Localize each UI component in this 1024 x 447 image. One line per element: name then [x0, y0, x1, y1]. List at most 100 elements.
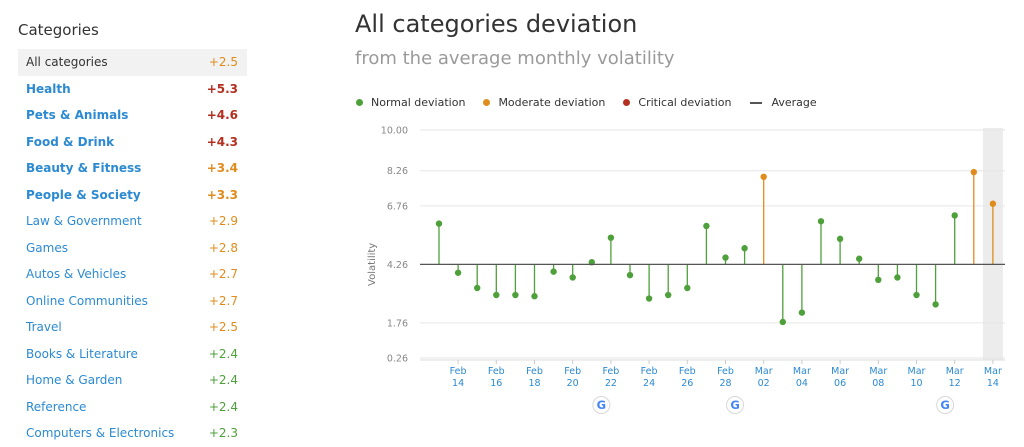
y-tick-label: 4.26 — [387, 260, 408, 271]
category-deviation-value: +2.4 — [208, 373, 238, 388]
category-item[interactable]: Pets & Animals +4.6 — [18, 102, 247, 129]
category-label: Games — [26, 240, 68, 255]
category-item[interactable]: People & Society +3.3 — [18, 182, 247, 209]
x-tick-day: 06 — [834, 378, 846, 389]
category-label: Online Communities — [26, 293, 148, 308]
page-title: All categories deviation — [355, 10, 638, 38]
category-item[interactable]: Games +2.8 — [18, 235, 247, 262]
legend-item-critical[interactable]: Critical deviation — [623, 96, 732, 109]
data-point — [817, 218, 825, 225]
data-point — [894, 274, 901, 281]
category-deviation-value: +2.4 — [208, 346, 238, 361]
category-label: Beauty & Fitness — [26, 161, 142, 176]
x-tick-month: Mar — [793, 366, 811, 377]
data-point — [703, 222, 710, 230]
y-tick-label: 10.00 — [381, 126, 408, 137]
category-label: Computers & Electronics — [26, 426, 175, 441]
category-label: People & Society — [26, 187, 141, 202]
x-tick-day: 28 — [719, 378, 731, 389]
x-tick-day: 02 — [758, 378, 770, 389]
data-point — [665, 291, 672, 299]
data-point — [741, 245, 748, 252]
data-point — [970, 168, 977, 176]
data-point — [435, 220, 443, 227]
y-tick-label: 6.76 — [387, 201, 408, 212]
category-item[interactable]: Beauty & Fitness +3.4 — [18, 155, 247, 182]
x-tick-day: 08 — [872, 378, 884, 389]
category-item[interactable]: Law & Government +2.9 — [18, 208, 247, 235]
x-tick-day: 24 — [643, 378, 655, 389]
data-point — [626, 271, 634, 279]
x-tick-month: Mar — [984, 366, 1002, 377]
category-item[interactable]: Travel +2.5 — [18, 314, 247, 341]
sidebar-title: Categories — [18, 21, 99, 39]
category-deviation-value: +3.3 — [206, 187, 238, 202]
category-item[interactable]: Reference +2.4 — [18, 394, 247, 421]
legend-dot-icon — [483, 99, 491, 106]
google-g-icon[interactable]: G — [597, 398, 606, 412]
x-tick-day: 26 — [681, 378, 693, 389]
x-tick-day: 14 — [452, 378, 464, 389]
legend-item-moderate[interactable]: Moderate deviation — [483, 96, 605, 109]
data-point — [493, 291, 500, 299]
x-tick-month: Mar — [831, 366, 849, 377]
category-deviation-value: +3.4 — [206, 161, 238, 176]
data-point — [512, 291, 519, 299]
category-deviation-value: +2.7 — [208, 267, 238, 282]
y-tick-label: 8.26 — [387, 166, 408, 177]
category-item[interactable]: Health +5.3 — [18, 76, 247, 103]
y-tick-label: 0.26 — [387, 354, 408, 365]
category-deviation-value: +5.3 — [206, 81, 238, 96]
data-point — [474, 284, 481, 292]
category-item[interactable]: All categories +2.5 — [18, 49, 247, 76]
category-label: Books & Literature — [26, 346, 138, 361]
x-tick-month: Mar — [869, 366, 887, 377]
data-point — [722, 254, 729, 261]
data-point — [856, 255, 863, 262]
legend-item-normal[interactable]: Normal deviation — [356, 96, 465, 109]
category-item[interactable]: Computers & Electronics +2.3 — [18, 420, 247, 447]
data-point — [607, 234, 615, 241]
data-point — [798, 309, 806, 316]
x-tick-day: 04 — [796, 378, 808, 389]
legend-item-average[interactable]: Average — [749, 96, 817, 109]
google-update-icon — [936, 396, 955, 414]
category-label: Autos & Vehicles — [26, 267, 127, 282]
category-list: All categories +2.5 Health +5.3 Pets & Anima… — [18, 49, 247, 447]
x-tick-day: 10 — [910, 378, 922, 389]
category-label: Home & Garden — [26, 373, 123, 388]
x-tick-month: Feb — [602, 366, 619, 377]
legend-line-icon — [749, 101, 762, 104]
category-item[interactable]: Online Communities +2.7 — [18, 288, 247, 315]
x-tick-day: 14 — [987, 378, 999, 389]
category-item[interactable]: Home & Garden +2.4 — [18, 367, 247, 394]
y-axis-label: Volatility — [367, 243, 378, 286]
data-point — [645, 295, 653, 302]
category-deviation-value: +2.8 — [208, 240, 238, 255]
data-point — [550, 268, 557, 275]
category-label: Health — [26, 81, 71, 96]
x-tick-day: 16 — [490, 378, 502, 389]
chart-legend: Normal deviation Moderate deviation Critic… — [356, 96, 835, 109]
category-item[interactable]: Autos & Vehicles +2.7 — [18, 261, 247, 288]
x-tick-month: Mar — [946, 366, 964, 377]
x-tick-day: 12 — [949, 378, 961, 389]
google-g-icon[interactable]: G — [730, 398, 739, 412]
data-point — [836, 235, 844, 243]
category-label: Travel — [26, 320, 62, 335]
data-point — [989, 200, 997, 207]
category-item[interactable]: Books & Literature +2.4 — [18, 341, 247, 368]
category-deviation-value: +2.9 — [208, 214, 238, 229]
category-deviation-value: +2.4 — [208, 399, 238, 414]
data-point — [951, 212, 958, 219]
data-point — [779, 318, 786, 326]
x-tick-month: Feb — [450, 366, 467, 377]
legend-label: Critical deviation — [638, 96, 732, 109]
google-g-icon[interactable]: G — [940, 398, 949, 412]
data-point — [760, 173, 767, 181]
category-deviation-value: +2.3 — [208, 426, 238, 441]
category-item[interactable]: Food & Drink +4.3 — [18, 129, 247, 156]
data-point — [913, 291, 920, 299]
data-point — [932, 301, 939, 308]
legend-label: Normal deviation — [371, 96, 466, 109]
